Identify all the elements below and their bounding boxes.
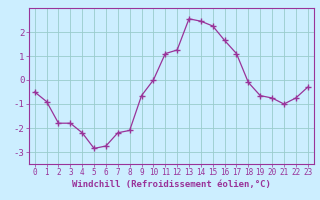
X-axis label: Windchill (Refroidissement éolien,°C): Windchill (Refroidissement éolien,°C) [72, 180, 271, 189]
